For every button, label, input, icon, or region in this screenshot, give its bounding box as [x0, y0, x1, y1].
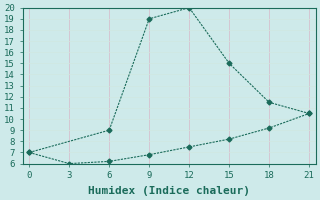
X-axis label: Humidex (Indice chaleur): Humidex (Indice chaleur) [88, 186, 250, 196]
